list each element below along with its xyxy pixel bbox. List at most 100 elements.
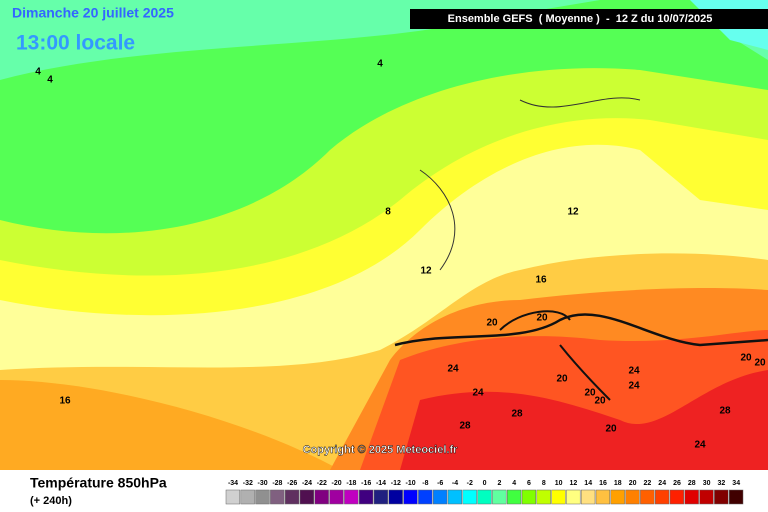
contour-label: 20 <box>605 424 617 435</box>
contour-label: 24 <box>628 381 640 392</box>
scale-label: -6 <box>437 480 443 487</box>
scale-label: 30 <box>703 480 711 487</box>
color-scale: -34 -32 -30 -28 -26 -24 -22 -20 -18 -16 -14 -12 -10-… <box>225 480 744 505</box>
date: Dimanche 20 juillet 2025 <box>12 5 174 21</box>
scale-swatch <box>344 489 359 505</box>
scale-label: -30 <box>258 480 268 487</box>
contour-label: 16 <box>535 275 547 286</box>
scale-swatch <box>728 489 744 505</box>
legend-subtitle: (+ 240h) <box>30 495 72 507</box>
scale-swatch <box>299 489 315 505</box>
scale-label: 32 <box>718 480 726 487</box>
scale-label: 4 <box>512 480 516 487</box>
scale-label: 18 <box>614 480 622 487</box>
scale-label: 20 <box>629 480 637 487</box>
scale-swatch <box>506 489 522 505</box>
scale-label: -14 <box>376 480 386 487</box>
scale-label: 24 <box>658 480 666 487</box>
contour-label: 20 <box>594 396 606 407</box>
scale-label: -32 <box>243 480 253 487</box>
scale-label: 10 <box>555 480 563 487</box>
scale-label: 12 <box>570 480 578 487</box>
scale-label: 8 <box>542 480 546 487</box>
contour-label: 20 <box>536 313 548 324</box>
scale-swatch <box>640 489 655 505</box>
scale-swatch <box>654 489 670 505</box>
scale-label: -10 <box>406 480 416 487</box>
scale-swatch <box>492 489 507 505</box>
scale-swatch <box>714 489 729 505</box>
scale-swatch <box>462 489 477 505</box>
map <box>0 0 768 471</box>
scale-label: 0 <box>483 480 487 487</box>
scale-label: 16 <box>599 480 607 487</box>
scale-swatch <box>270 489 285 505</box>
scale-label: -2 <box>467 480 473 487</box>
scale-swatch <box>373 489 389 505</box>
contour-label: 8 <box>385 207 391 218</box>
scale-swatch <box>447 489 463 505</box>
scale-label: 28 <box>688 480 696 487</box>
scale-swatch <box>625 489 640 505</box>
scale-swatch <box>240 489 255 505</box>
contour-label: 24 <box>628 366 640 377</box>
scale-swatch <box>388 489 403 505</box>
contour-label: 4 <box>35 67 41 78</box>
band <box>400 370 768 470</box>
contour-label: 20 <box>584 388 596 399</box>
scale-label: 6 <box>527 480 531 487</box>
coast <box>419 97 641 271</box>
scale-swatch <box>521 489 537 505</box>
contour-label: 4 <box>47 75 53 86</box>
scale-label: -28 <box>272 480 282 487</box>
scale-swatch <box>551 489 566 505</box>
contour-label: 20 <box>754 358 766 369</box>
scale-label: -34 <box>228 480 238 487</box>
coast <box>394 313 768 347</box>
scale-label: -12 <box>391 480 401 487</box>
scale-swatch <box>580 489 596 505</box>
contour-label: 12 <box>420 266 432 277</box>
scale-label: -16 <box>361 480 371 487</box>
scale-swatch <box>684 489 699 505</box>
scale-swatch <box>284 489 300 505</box>
scale-swatch <box>477 489 492 505</box>
contour-label: 20 <box>556 374 568 385</box>
scale-label: 22 <box>644 480 652 487</box>
scale-swatch <box>358 489 374 505</box>
scale-swatch <box>566 489 581 505</box>
contour-label: 20 <box>740 353 752 364</box>
scale-swatch <box>418 489 433 505</box>
scale-swatch <box>699 489 714 505</box>
contour-label: 24 <box>694 440 706 451</box>
copyright: Copyright © 2025 Meteociel.fr <box>303 444 459 456</box>
scale-swatch <box>669 489 685 505</box>
contour-label: 16 <box>59 396 71 407</box>
run-box <box>410 9 768 29</box>
scale-swatch <box>225 489 241 505</box>
run-info: Ensemble GEFS ( Moyenne ) - 12 Z du 10/0… <box>448 13 713 25</box>
scale-swatch <box>432 489 448 505</box>
contour-label: 24 <box>472 388 484 399</box>
scale-swatch <box>329 489 344 505</box>
scale-label: 26 <box>673 480 681 487</box>
scale-label: 14 <box>584 480 592 487</box>
contour-label: 20 <box>486 318 498 329</box>
contour-label: 12 <box>567 207 579 218</box>
contour-label: 4 <box>377 59 383 70</box>
scale-label: -20 <box>332 480 342 487</box>
scale-label: -26 <box>287 480 297 487</box>
scale-label: -22 <box>317 480 327 487</box>
scale-label: -24 <box>302 480 312 487</box>
legend-title: Température 850hPa <box>30 475 167 491</box>
contour-label: 28 <box>719 406 731 417</box>
contour-label: 28 <box>511 409 523 420</box>
band <box>0 380 340 470</box>
scale-swatch <box>403 489 418 505</box>
contour-label: 24 <box>447 364 459 375</box>
coast <box>499 310 611 401</box>
scale-label: 34 <box>732 480 740 487</box>
